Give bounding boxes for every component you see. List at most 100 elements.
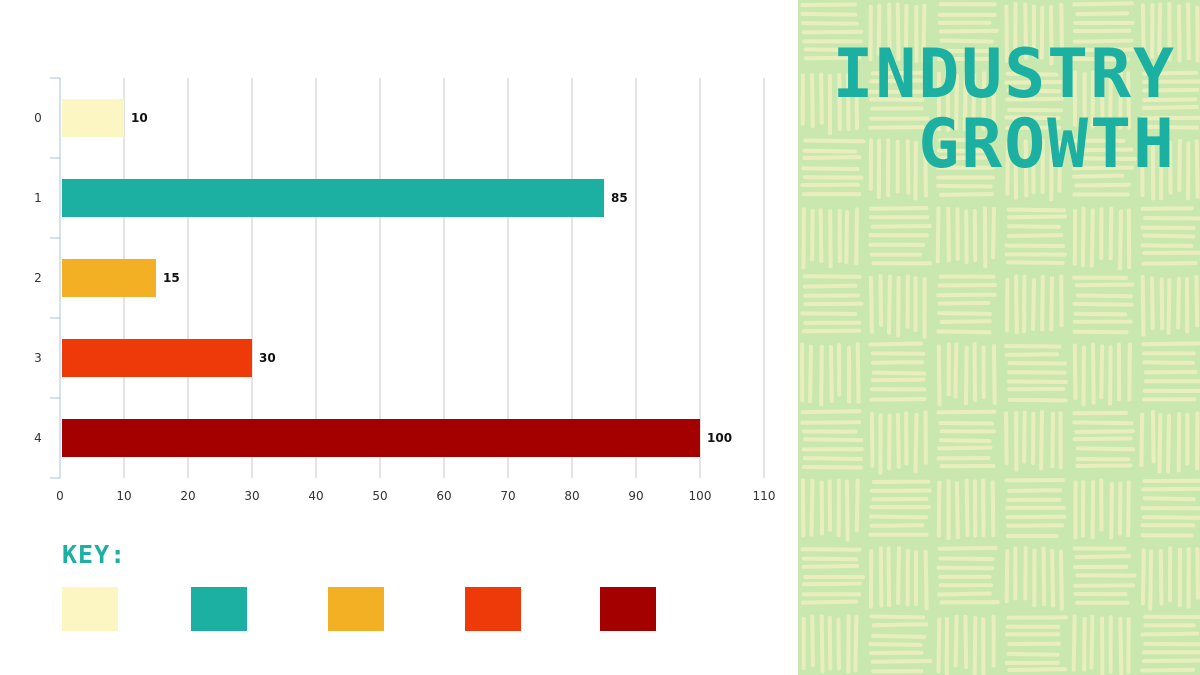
pattern-stroke [828,344,834,404]
pattern-stroke [1140,243,1194,248]
pattern-stroke [936,617,942,674]
pattern-stroke [854,207,859,266]
pattern-stroke [800,420,862,425]
pattern-stroke [1149,276,1155,331]
pattern-stroke [870,70,932,76]
pattern-stroke [937,445,993,451]
key-swatch-0 [62,587,118,631]
pattern-stroke [887,413,892,471]
pattern-stroke [1141,486,1200,492]
pattern-stroke [819,72,824,125]
pattern-stroke [1157,413,1163,474]
pattern-stroke [1142,515,1200,520]
pattern-stroke [1089,208,1095,268]
bar-chart: 0 10 20 30 40 50 60 70 80 90 100 110 0 10 1 85 2 15 3 30 4 10… [34,77,776,503]
pattern-stroke [819,344,824,407]
x-tick-label: 50 [372,489,387,503]
pattern-stroke [1159,277,1165,331]
pattern-stroke [802,456,863,462]
title-panel: INDUSTRY GROWTH [798,0,1200,675]
pattern-stroke [1141,261,1198,266]
pattern-stroke [868,341,923,347]
pattern-stroke [808,344,814,404]
pattern-stroke [1141,97,1198,103]
pattern-stroke [936,480,942,538]
pattern-stroke [854,478,860,533]
pattern-stroke [1039,410,1045,471]
pattern-stroke [1127,342,1132,402]
y-tick-label: 2 [34,271,42,285]
pattern-stroke [921,3,927,64]
pattern-stroke [1140,667,1196,673]
pattern-stroke [1143,369,1198,375]
pattern-stroke [971,73,977,129]
pattern-stroke [886,546,892,608]
pattern-stroke [964,478,970,537]
pattern-stroke [1014,274,1019,335]
pattern-stroke [1073,311,1128,317]
pattern-stroke [1099,344,1105,400]
pattern-stroke [1126,480,1131,538]
pattern-stroke [803,47,866,53]
pattern-stroke [801,29,864,35]
x-tick-label: 110 [753,489,776,503]
pattern-stroke [938,28,999,34]
pattern-stroke [1074,282,1135,288]
pattern-stroke [1006,207,1066,213]
pattern-stroke [828,209,833,269]
bar-1 [62,179,604,217]
pattern-stroke [886,274,892,335]
pattern-stroke [1071,614,1077,672]
pattern-stroke [1057,140,1063,193]
pattern-stroke [868,642,923,647]
pattern-stroke [1141,341,1200,347]
pattern-stroke [1007,397,1068,403]
title-line-2: GROWTH [918,105,1176,184]
key-swatch-4 [600,587,656,631]
pattern-stroke [869,78,926,84]
pattern-stroke [1142,496,1196,502]
pattern-stroke [837,73,842,132]
pattern-stroke [953,342,959,399]
pattern-stroke [1141,658,1200,664]
pattern-stroke [1041,546,1047,606]
pattern-stroke [991,207,996,260]
pattern-stroke [1176,276,1181,330]
key-swatch-2 [328,587,384,631]
pattern-stroke [1194,274,1200,328]
pattern-stroke [1072,38,1134,44]
x-tick-label: 80 [564,489,579,503]
pattern-stroke [876,3,882,56]
pattern-stroke [1142,233,1196,239]
pattern-stroke [939,38,994,44]
pattern-stroke [868,125,925,130]
pattern-stroke [818,208,824,264]
pattern-stroke [870,377,926,383]
pattern-stroke [1166,277,1172,335]
pattern-stroke [853,614,859,673]
pattern-stroke [1074,156,1137,162]
x-tick-label: 60 [436,489,451,503]
pattern-stroke [836,617,841,671]
pattern-stroke [809,479,815,537]
pattern-stroke [871,622,929,628]
pattern-stroke [1004,343,1062,349]
pattern-stroke [937,300,991,306]
bar-4 [62,419,700,457]
pattern-stroke [1058,549,1064,611]
pattern-stroke [1072,329,1129,335]
pattern-stroke [1075,11,1130,17]
pattern-stroke [939,155,997,161]
pattern-stroke [953,614,959,668]
pattern-stroke [1023,2,1029,60]
pattern-stroke [1040,274,1045,332]
pattern-stroke [878,274,884,327]
pattern-stroke [1166,413,1172,474]
pattern-stroke [1140,3,1146,58]
pattern-stroke [1006,233,1064,238]
pattern-stroke [1075,147,1134,153]
pattern-stroke [801,166,860,172]
pattern-stroke [871,370,927,376]
pattern-stroke [1142,70,1199,76]
pattern-stroke [809,73,815,129]
